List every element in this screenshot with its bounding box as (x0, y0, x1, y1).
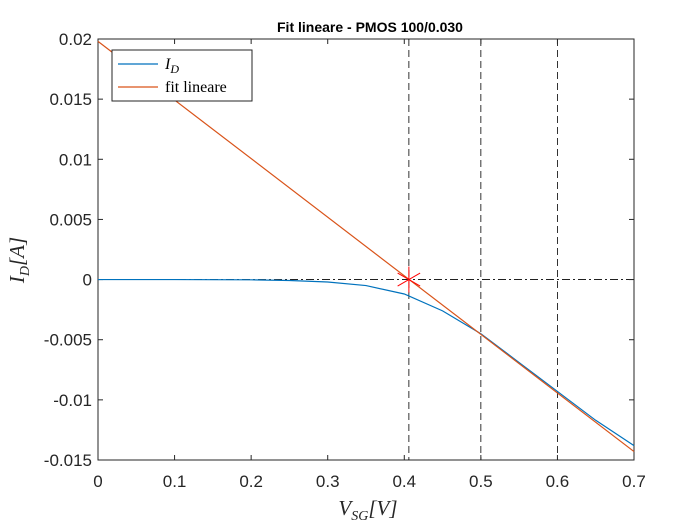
legend-label-id-main: I (164, 56, 171, 73)
y-axis-label: ID[A] (5, 237, 33, 284)
intercept-marker (397, 266, 421, 293)
chart-title: Fit lineare - PMOS 100/0.030 (277, 19, 463, 35)
y-tick-label-3: 0 (83, 271, 92, 290)
y-axis-label-sub: D (18, 266, 33, 277)
series-line-id (98, 278, 635, 447)
x-tick-label-6: 0.6 (546, 472, 570, 491)
axes-box (97, 38, 635, 461)
x-axis-label-main: V (338, 496, 353, 520)
legend-label-id-sub: D (169, 62, 179, 76)
y-tick-label-1: -0.01 (53, 391, 92, 410)
x-tick-label-7: 0.7 (622, 472, 646, 491)
x-tick-label-5: 0.5 (469, 472, 493, 491)
y-tick-label-5: 0.01 (59, 150, 92, 169)
legend-label-id: ID (164, 56, 179, 76)
intercept-marker-stroke-2 (397, 272, 421, 287)
legend-box (111, 49, 253, 102)
plot-area: 0 0.1 0.2 0.3 0.4 0.5 0.6 0.7 -0.015 -0.01 -0.005 0… (44, 30, 646, 491)
x-tick-label-2: 0.2 (239, 472, 263, 491)
y-tick-label-2: -0.005 (44, 331, 92, 350)
y-tick-label-4: 0.005 (49, 210, 92, 229)
legend: ID fit lineare (111, 49, 253, 102)
y-tick-label-6: 0.015 (49, 90, 92, 109)
x-axis-label-unit: [V] (368, 496, 397, 520)
y-tick-label-7: 0.02 (59, 30, 92, 49)
x-axis-label-sub: SG (351, 509, 368, 524)
x-tick-label-4: 0.4 (392, 472, 416, 491)
y-axis-label-unit: [A] (5, 237, 29, 266)
series-line-fit-lineare (97, 40, 635, 453)
legend-label-fit: fit lineare (165, 79, 227, 96)
x-tick-label-3: 0.3 (316, 472, 340, 491)
x-axis-label: VSG[V] (338, 496, 397, 524)
y-axis-label-main: I (5, 275, 29, 284)
x-tick-label-1: 0.1 (163, 472, 187, 491)
x-tick-label-0: 0 (93, 472, 102, 491)
y-tick-label-0: -0.015 (44, 451, 92, 470)
